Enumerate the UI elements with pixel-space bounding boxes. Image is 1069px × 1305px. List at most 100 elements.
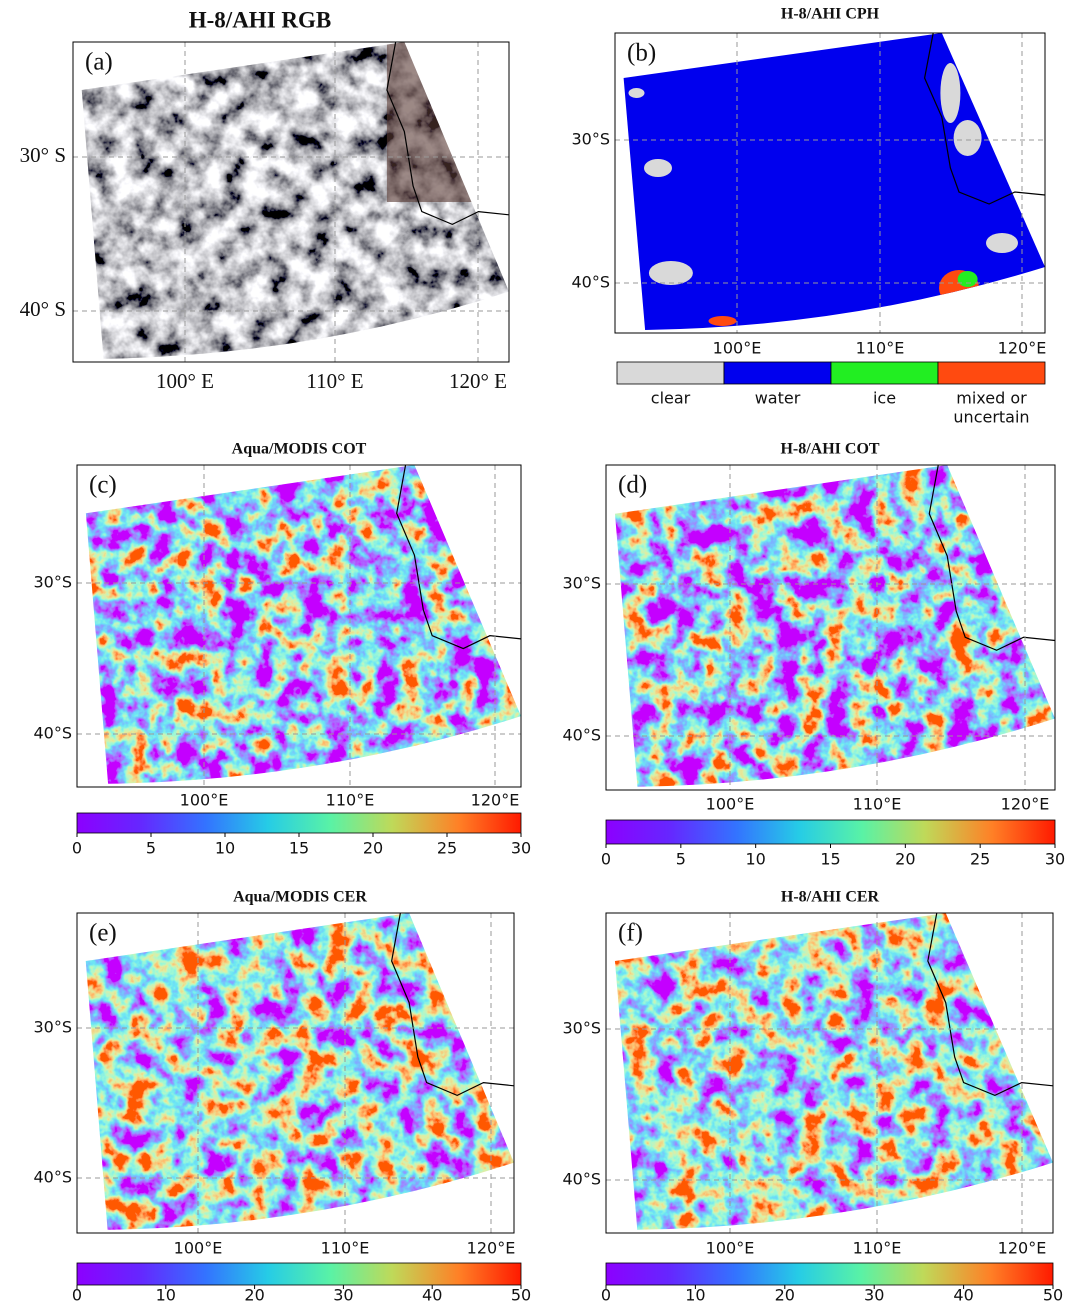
clear-patch [628, 88, 645, 98]
map-image [85, 913, 514, 1230]
legend-swatch [616, 361, 725, 385]
panel-label: (b) [627, 40, 656, 67]
map-panel: Aqua/MODIS COT (c) 30°S 40°S 100°E 110°E 120°E… [33, 441, 531, 858]
colorbar-tick-label: 20 [363, 839, 383, 858]
colorbar-tick-label: 30 [333, 1286, 353, 1305]
colorbar-tick-label: 15 [820, 850, 840, 869]
colorbar-tick-label: 5 [146, 839, 156, 858]
colorbar-tick-label: 10 [685, 1286, 705, 1305]
colorbar [76, 812, 522, 834]
clear-patch [986, 233, 1018, 253]
colorbar-tick-label: 20 [895, 850, 915, 869]
mixed-patch [708, 316, 737, 326]
colorbar-tick-label: 20 [244, 1286, 264, 1305]
lon-label: 100°E [180, 791, 229, 810]
lat-label: 40°S [562, 726, 601, 745]
map-panel: Aqua/MODIS CER (e) 30°S 40°S 100°E 110°E 120°E… [33, 889, 531, 1305]
colorbar-tick-label: 25 [970, 850, 990, 869]
coastline [396, 464, 522, 650]
lon-label: 120°E [467, 1239, 516, 1258]
lon-label: 100°E [706, 795, 755, 814]
ice-patch [957, 271, 978, 287]
colorbar-tick-label: 0 [601, 850, 611, 869]
retrieval-field [614, 465, 1055, 787]
map-frame [72, 41, 510, 363]
clear-patch [940, 63, 961, 123]
colorbar-tick-label: 50 [1043, 1286, 1063, 1305]
map-frame [76, 912, 515, 1234]
lat-label: 30°S [33, 1018, 72, 1037]
map-frame [605, 912, 1054, 1234]
lon-label: 100°E [713, 339, 762, 358]
panel-title: H-8/AHI COT [780, 441, 879, 458]
map-image [614, 913, 1053, 1230]
colorbar-tick-label: 20 [775, 1286, 795, 1305]
lat-label: 40°S [33, 1168, 72, 1187]
colorbar [76, 1262, 522, 1286]
map-frame [605, 464, 1056, 791]
map-panel: H-8/AHI COT (d) 30°S 40°S 100°E 110°E 120°E 0 5 1… [562, 441, 1065, 869]
colorbar-tick-label: 10 [156, 1286, 176, 1305]
lat-label: 40°S [562, 1170, 601, 1189]
colorbar-tick-label: 40 [422, 1286, 442, 1305]
panel-label: (c) [89, 472, 117, 499]
lat-label: 40° S [20, 297, 66, 321]
panel-label: (f) [618, 920, 643, 947]
panel-title: H-8/AHI CER [781, 889, 880, 906]
lon-label: 110° E [306, 369, 363, 393]
lon-label: 110°E [856, 339, 905, 358]
colorbar-tick-label: 10 [215, 839, 235, 858]
clear-patch [648, 261, 693, 285]
colorbar-tick-label: 30 [1045, 850, 1065, 869]
coastline [923, 32, 1046, 205]
legend-label: ice [873, 389, 896, 408]
colorbar [605, 819, 1056, 845]
lat-label: 30°S [33, 573, 72, 592]
lat-label: 40°S [33, 724, 72, 743]
lon-label: 120° E [449, 369, 507, 393]
lat-label: 30°S [571, 130, 610, 149]
panel-label: (d) [618, 472, 647, 499]
panel-title: Aqua/MODIS CER [233, 889, 367, 906]
colorbar-tick-label: 0 [72, 839, 82, 858]
map-panel: H-8/AHI CER (f) 30°S 40°S 100°E 110°E 120°E 0 10… [562, 889, 1063, 1305]
colorbar-tick-label: 40 [953, 1286, 973, 1305]
colorbar-tick-label: 0 [72, 1286, 82, 1305]
lon-label: 100° E [156, 369, 214, 393]
map-image [81, 42, 509, 359]
clear-patch [644, 159, 672, 177]
legend-label: mixed or [956, 389, 1027, 408]
clear-patch [953, 120, 982, 156]
water-area [623, 33, 1045, 330]
lon-label: 100°E [706, 1239, 755, 1258]
colorbar-tick-label: 25 [437, 839, 457, 858]
legend-swatch [723, 361, 832, 385]
colorbar-tick-label: 30 [864, 1286, 884, 1305]
lat-label: 30°S [562, 574, 601, 593]
panel-title: Aqua/MODIS COT [232, 441, 367, 458]
lon-label: 110°E [853, 1239, 902, 1258]
legend-swatch [937, 361, 1046, 385]
colorbar-tick-label: 50 [511, 1286, 531, 1305]
lat-label: 30°S [562, 1019, 601, 1038]
map-image [614, 465, 1055, 787]
colorbar-tick-label: 15 [289, 839, 309, 858]
lon-label: 120°E [998, 339, 1047, 358]
lon-label: 100°E [174, 1239, 223, 1258]
map-image [623, 33, 1045, 330]
map-frame [614, 32, 1046, 334]
lon-label: 110°E [321, 1239, 370, 1258]
map-image [85, 465, 521, 784]
panel-title: H-8/AHI RGB [189, 7, 331, 32]
lon-label: 110°E [326, 791, 375, 810]
lat-label: 30° S [20, 143, 66, 167]
colorbar-tick-label: 0 [601, 1286, 611, 1305]
retrieval-field [85, 913, 514, 1230]
colorbar-tick-label: 10 [745, 850, 765, 869]
retrieval-field [614, 913, 1053, 1230]
coastline [928, 464, 1056, 651]
colorbar-tick-label: 30 [511, 839, 531, 858]
legend-label: clear [651, 389, 691, 408]
